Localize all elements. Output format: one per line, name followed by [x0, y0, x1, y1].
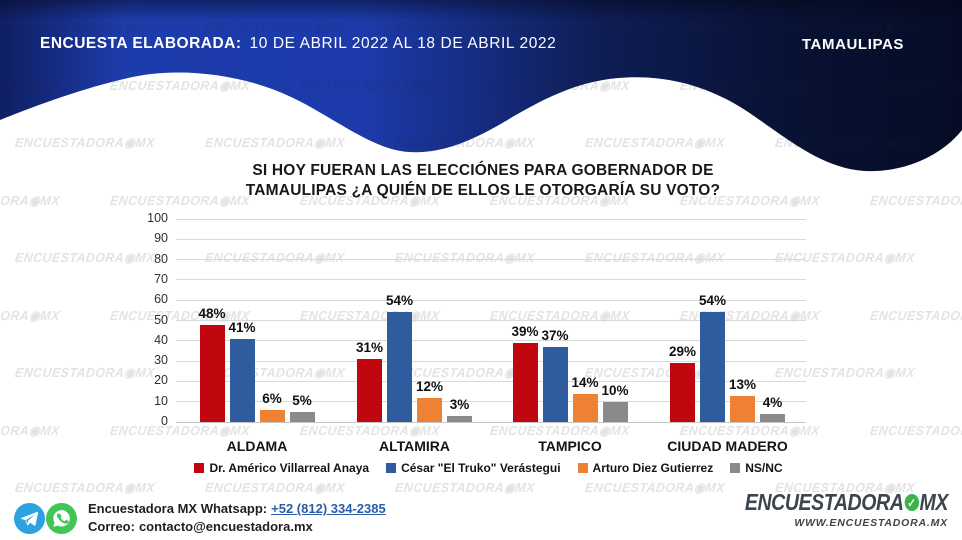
- gridline: [176, 279, 806, 281]
- bar-aldama-c-sar-el-truko-ver-stegui: [229, 338, 255, 422]
- y-axis-tick-label: 90: [154, 231, 168, 246]
- survey-dates: 10 DE ABRIL 2022 AL 18 DE ABRIL 2022: [249, 35, 557, 52]
- bar-ciudad-madero-c-sar-el-truko-ver-stegui: [700, 312, 725, 422]
- gridline: [176, 218, 806, 220]
- email-value: contacto@encuestadora.mx: [138, 519, 313, 534]
- survey-label: ENCUESTA ELABORADA:: [40, 35, 242, 52]
- brand-name-right: MX: [919, 489, 949, 515]
- gridline: [176, 259, 806, 261]
- bar-ciudad-madero-ns-nc: [760, 413, 785, 422]
- bar-tampico-c-sar-el-truko-ver-stegui: [542, 346, 568, 422]
- legend-label: NS/NC: [745, 461, 783, 475]
- chart-legend: Dr. Américo Villarreal Anaya César "El Tr…: [172, 461, 805, 475]
- bar-value-label: 39%: [511, 323, 539, 339]
- legend-label: César "El Truko" Verástegui: [401, 461, 561, 475]
- bar-value-label: 31%: [355, 340, 384, 356]
- x-axis-category-label: TAMPICO: [538, 438, 602, 454]
- legend-item: Dr. Américo Villarreal Anaya: [194, 461, 369, 475]
- contact-whatsapp-line: Encuestadora MX Whatsapp: +52 (812) 334-2…: [88, 500, 386, 518]
- y-axis-tick-label: 10: [154, 393, 168, 408]
- bar-value-label: 3%: [449, 396, 470, 412]
- gridline: [176, 238, 806, 240]
- bar-tampico-arturo-diez-gutierrez: [572, 393, 598, 422]
- contact-email-line: Correo: contacto@encuestadora.mx: [88, 518, 386, 536]
- legend-swatch: [386, 463, 397, 473]
- x-axis-category-label: ALTAMIRA: [378, 438, 451, 454]
- y-axis-tick-label: 30: [154, 353, 168, 368]
- bar-value-label: 14%: [571, 374, 599, 390]
- y-axis-tick-label: 0: [161, 414, 168, 428]
- contact-info: Encuestadora MX Whatsapp: +52 (812) 334-2…: [88, 500, 386, 536]
- legend-item: NS/NC: [730, 461, 783, 475]
- legend-swatch: [730, 463, 741, 473]
- chart-title-line2: TAMAULIPAS ¿A QUIÉN DE ELLOS LE OTORGARÍ…: [245, 182, 721, 199]
- legend-item: César "El Truko" Verástegui: [386, 461, 561, 475]
- email-label: Correo:: [88, 519, 135, 534]
- bar-value-label: 54%: [385, 293, 414, 309]
- gridline: [176, 380, 806, 382]
- y-axis-tick-label: 80: [154, 251, 168, 266]
- bar-value-label: 41%: [228, 319, 256, 335]
- bar-aldama-arturo-diez-gutierrez: [259, 409, 285, 422]
- bar-value-label: 48%: [198, 305, 226, 321]
- gridline: [176, 360, 806, 362]
- brand-name-left: ENCUESTADORA: [744, 489, 904, 515]
- brand-wordmark: ENCUESTADORA ✓ MX: [744, 489, 949, 516]
- bar-value-label: 10%: [601, 382, 629, 398]
- region-label: TAMAULIPAS: [801, 36, 904, 53]
- bar-value-label: 54%: [698, 293, 727, 309]
- whatsapp-number-link[interactable]: +52 (812) 334-2385: [271, 501, 386, 516]
- x-axis-category-label: CIUDAD MADERO: [667, 438, 788, 454]
- bar-value-label: 12%: [415, 378, 444, 394]
- bar-tampico-dr-am-rico-villarreal-anaya: [512, 342, 538, 422]
- telegram-icon[interactable]: [14, 503, 45, 534]
- bar-value-label: 13%: [728, 376, 757, 392]
- legend-swatch: [577, 463, 588, 473]
- bar-ciudad-madero-dr-am-rico-villarreal-anaya: [670, 363, 695, 422]
- chart-title: SI HOY FUERAN LAS ELECCIÓNES PARA GOBERN…: [246, 161, 720, 201]
- legend-label: Dr. Américo Villarreal Anaya: [209, 461, 370, 475]
- legend-swatch: [194, 463, 205, 473]
- header-wave: [0, 0, 962, 172]
- bar-aldama-dr-am-rico-villarreal-anaya: [199, 324, 225, 422]
- bar-altamira-ns-nc: [447, 415, 472, 422]
- header-bar: ENCUESTA ELABORADA: 10 DE ABRIL 2022 AL 1…: [40, 35, 556, 53]
- bar-value-label: 29%: [668, 344, 697, 360]
- bar-value-label: 37%: [541, 327, 569, 343]
- check-circle-icon: ✓: [904, 494, 919, 511]
- legend-item: Arturo Diez Gutierrez: [577, 461, 714, 475]
- whatsapp-icon[interactable]: [46, 503, 77, 534]
- bar-tampico-ns-nc: [602, 401, 628, 422]
- bar-value-label: 4%: [762, 394, 783, 410]
- y-axis-tick-label: 50: [154, 312, 168, 327]
- chart-title-line1: SI HOY FUERAN LAS ELECCIÓNES PARA GOBERN…: [252, 162, 714, 179]
- bar-altamira-arturo-diez-gutierrez: [417, 397, 442, 422]
- y-axis-tick-label: 60: [154, 292, 168, 307]
- bar-altamira-c-sar-el-truko-ver-stegui: [387, 312, 412, 422]
- gridline: [176, 401, 806, 403]
- whatsapp-label: Encuestadora MX Whatsapp:: [88, 501, 268, 516]
- y-axis-tick-label: 20: [154, 373, 168, 388]
- brand-logo: ENCUESTADORA ✓ MX WWW.ENCUESTADORA.MX: [709, 489, 949, 529]
- gridline: [176, 299, 806, 301]
- y-axis-tick-label: 100: [147, 211, 168, 225]
- gridline: [176, 340, 806, 342]
- bar-value-label: 6%: [262, 390, 282, 406]
- bar-altamira-dr-am-rico-villarreal-anaya: [357, 359, 382, 422]
- y-axis-tick-label: 70: [154, 271, 168, 286]
- y-axis-tick-label: 40: [154, 332, 168, 347]
- gridline: [176, 320, 806, 321]
- brand-website: WWW.ENCUESTADORA.MX: [794, 517, 948, 529]
- gridline: [176, 421, 806, 423]
- bar-value-label: 5%: [292, 392, 312, 408]
- bar-aldama-ns-nc: [289, 411, 315, 422]
- bar-ciudad-madero-arturo-diez-gutierrez: [730, 395, 755, 422]
- x-axis-category-label: ALDAMA: [226, 438, 288, 454]
- legend-label: Arturo Diez Gutierrez: [592, 461, 714, 475]
